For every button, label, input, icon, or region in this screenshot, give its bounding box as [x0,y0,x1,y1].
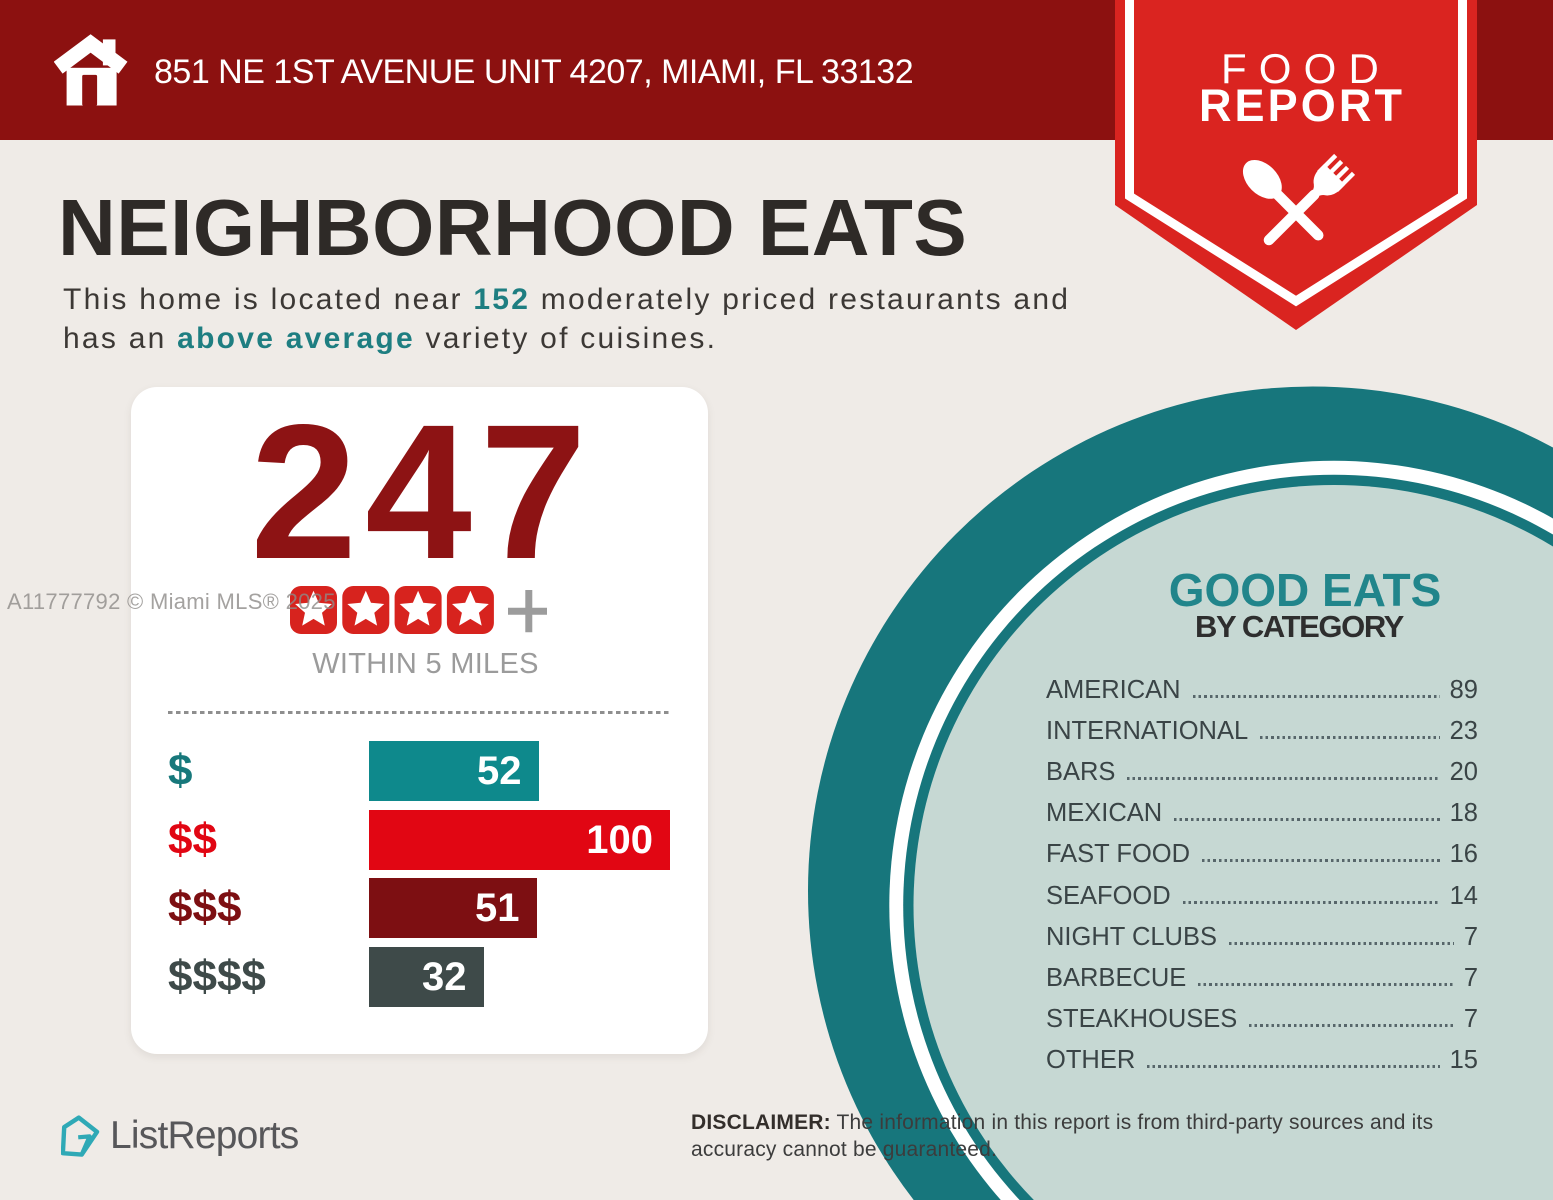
svg-text:FOOD: FOOD [1221,45,1391,92]
svg-text:REPORT: REPORT [1199,80,1405,131]
